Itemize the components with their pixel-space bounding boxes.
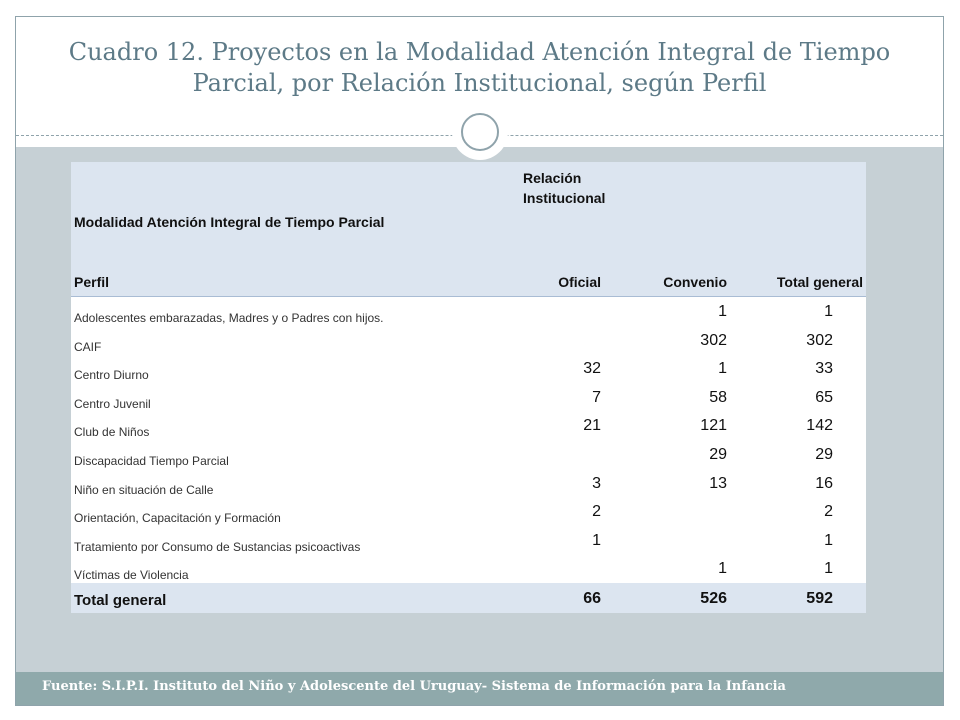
table-row: Niño en situación de Calle 3 13 16: [71, 468, 866, 498]
row-convenio: 29: [709, 445, 727, 463]
table-row: Víctimas de Violencia 1 1: [71, 554, 866, 583]
header-total-general: Total general: [776, 274, 863, 290]
row-oficial: 2: [592, 503, 601, 521]
total-label: Total general: [74, 591, 167, 609]
row-perfil: Tratamiento por Consumo de Sustancias ps…: [74, 539, 361, 554]
row-oficial: 32: [583, 360, 601, 378]
row-total-general: 29: [815, 445, 833, 463]
total-general: 592: [806, 589, 833, 607]
row-perfil: Orientación, Capacitación y Formación: [74, 511, 281, 526]
row-convenio: 121: [700, 417, 727, 435]
footer-bar: Fuente: S.I.P.I. Instituto del Niño y Ad…: [16, 672, 943, 705]
row-total-general: 2: [824, 503, 833, 521]
divider-ring-icon: [461, 113, 499, 151]
total-oficial: 66: [583, 589, 601, 607]
row-perfil: Víctimas de Violencia: [74, 568, 189, 583]
row-convenio: 13: [709, 474, 727, 492]
header-modalidad: Modalidad Atención Integral de Tiempo Pa…: [74, 214, 385, 230]
row-convenio: 58: [709, 388, 727, 406]
table-row: Centro Diurno 32 1 33: [71, 354, 866, 383]
row-oficial: 1: [592, 531, 601, 549]
header-perfil: Perfil: [74, 274, 110, 290]
row-convenio: 1: [718, 560, 727, 578]
header-relacion-institucional: Relación Institucional: [523, 170, 606, 206]
row-perfil: Centro Diurno: [74, 368, 149, 383]
row-oficial: 3: [592, 474, 601, 492]
row-convenio: 302: [700, 331, 727, 349]
row-perfil: Centro Juvenil: [74, 396, 151, 411]
table-row: Centro Juvenil 7 58 65: [71, 382, 866, 412]
source-note: Fuente: S.I.P.I. Instituto del Niño y Ad…: [42, 679, 786, 694]
header-convenio: Convenio: [663, 274, 727, 290]
row-total-general: 302: [806, 331, 833, 349]
row-perfil: Niño en situación de Calle: [74, 482, 214, 497]
row-convenio: 1: [718, 303, 727, 320]
row-total-general: 16: [815, 474, 833, 492]
row-convenio: 1: [718, 360, 727, 378]
table-header: Relación Institucional Modalidad Atenció…: [71, 162, 866, 297]
row-total-general: 142: [806, 417, 833, 435]
row-total-general: 65: [815, 388, 833, 406]
table-row: Tratamiento por Consumo de Sustancias ps…: [71, 525, 866, 555]
row-oficial: 21: [583, 417, 601, 435]
table-row: Club de Niños 21 121 142: [71, 411, 866, 440]
table-body: Adolescentes embarazadas, Madres y o Pad…: [71, 297, 866, 583]
row-oficial: 7: [592, 388, 601, 406]
row-total-general: 1: [824, 531, 833, 549]
table-row: Discapacidad Tiempo Parcial 29 29: [71, 439, 866, 469]
row-total-general: 1: [824, 560, 833, 578]
row-perfil: Adolescentes embarazadas, Madres y o Pad…: [74, 311, 384, 325]
row-perfil: CAIF: [74, 339, 102, 354]
total-convenio: 526: [700, 589, 727, 607]
total-row: Total general 66 526 592: [71, 582, 866, 613]
row-perfil: Club de Niños: [74, 425, 150, 440]
header-oficial: Oficial: [558, 274, 601, 290]
slide-title: Cuadro 12. Proyectos en la Modalidad Ate…: [68, 38, 891, 97]
data-table: Relación Institucional Modalidad Atenció…: [71, 162, 866, 613]
row-total-general: 1: [824, 303, 833, 320]
row-perfil: Discapacidad Tiempo Parcial: [74, 453, 229, 468]
row-total-general: 33: [815, 360, 833, 378]
table-row: Orientación, Capacitación y Formación 2 2: [71, 497, 866, 526]
table-row: Adolescentes embarazadas, Madres y o Pad…: [71, 297, 866, 326]
table-row: CAIF 302 302: [71, 325, 866, 355]
